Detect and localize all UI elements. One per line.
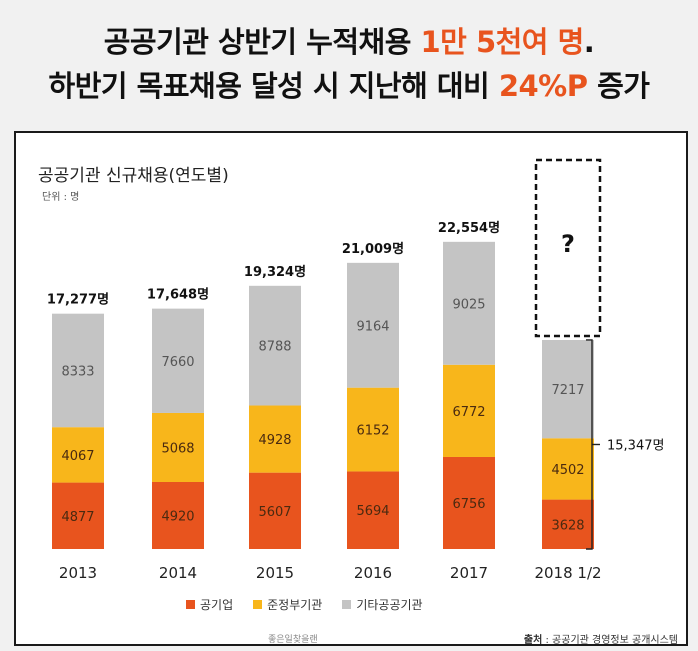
x-tick-label-1: 2014 [159,564,197,582]
x-tick-label-5: 2018 1/2 [534,564,601,582]
projected-target-box [534,158,602,338]
total-label-0: 17,277명 [47,292,109,308]
bar-quasi-government-5 [542,438,594,500]
bar-public-enterprise-3 [347,471,399,549]
legend-label-public-enterprise: 공기업 [200,598,234,612]
headline-line-1-text: 공공기관 상반기 누적채용 [103,25,421,59]
bar-other-public-3 [347,262,399,388]
headline-line-2-text: 하반기 목표채용 달성 시 지난해 대비 [48,69,499,103]
bar-public-enterprise-5 [542,499,594,549]
bar-quasi-government-4 [443,364,495,457]
headline-line-2-suffix: 증가 [587,69,650,103]
legend-item-quasi-government: 준정부기관 [253,596,322,613]
total-label-3: 21,009명 [342,241,404,257]
h1-total-label: 15,347명 [607,438,664,453]
x-tick-label-2: 2015 [256,564,294,582]
data-label-quasi-government-4: 6772 [452,405,485,420]
data-label-other-public-4: 9025 [452,297,485,312]
legend-swatch-quasi-government [253,600,263,609]
total-label-4: 22,554명 [438,220,500,236]
bar-other-public-4 [443,241,495,365]
legend-label-quasi-government: 준정부기관 [267,598,323,612]
bar-public-enterprise-4 [443,456,495,549]
data-label-other-public-5: 7217 [551,383,584,398]
bar-other-public-5 [542,339,594,439]
bar-public-enterprise-2 [249,472,301,549]
unit-label: 단위 : 명 [42,192,80,203]
legend-swatch-other-public [342,600,352,609]
data-label-public-enterprise-5: 3628 [551,518,584,533]
x-tick-label-3: 2016 [354,564,392,582]
data-label-public-enterprise-0: 4877 [61,510,94,525]
legend-item-public-enterprise: 공기업 [186,596,233,613]
data-label-public-enterprise-3: 5694 [356,504,389,519]
data-label-other-public-0: 8333 [61,364,94,379]
data-label-other-public-1: 7660 [161,355,194,370]
chart-title: 공공기관 신규채용(연도별) [38,166,229,186]
bar-quasi-government-3 [347,387,399,472]
x-tick-label-4: 2017 [450,564,488,582]
headline-line-1: 공공기관 상반기 누적채용 1만 5천여 명. [0,20,698,64]
x-tick-label-0: 2013 [59,564,97,582]
data-label-quasi-government-3: 6152 [356,424,389,439]
headline-line-1-accent: 1만 5천여 명 [420,25,584,59]
total-label-2: 19,324명 [244,264,306,280]
question-mark: ? [561,230,575,258]
bar-quasi-government-1 [152,412,204,482]
legend-swatch-public-enterprise [186,600,195,609]
bar-public-enterprise-0 [52,482,104,549]
source-text: : 공공기관 경영정보 공개시스템 [542,635,678,646]
headline: 공공기관 상반기 누적채용 1만 5천여 명. 하반기 목표채용 달성 시 지난… [0,20,698,108]
data-label-other-public-2: 8788 [258,340,291,355]
data-label-other-public-3: 9164 [356,319,389,334]
legend-label-other-public: 기타공공기관 [356,598,423,612]
total-label-1: 17,648명 [147,287,209,303]
bar-public-enterprise-1 [152,481,204,549]
source-label: 출처 [523,635,543,646]
watermark: 좋은일찾을랜 [268,635,318,645]
headline-line-2: 하반기 목표채용 달성 시 지난해 대비 24%P 증가 [0,64,698,108]
data-label-quasi-government-2: 4928 [258,433,291,448]
source-note: 출처 : 공공기관 경영정보 공개시스템 [524,631,678,646]
data-label-quasi-government-0: 4067 [61,449,94,464]
headline-line-2-accent: 24%P [498,69,588,103]
data-label-quasi-government-5: 4502 [551,463,584,478]
data-label-public-enterprise-2: 5607 [258,505,291,520]
data-label-quasi-government-1: 5068 [161,441,194,456]
legend: 공기업 준정부기관 기타공공기관 [186,596,423,613]
data-label-public-enterprise-4: 6756 [452,497,485,512]
bar-other-public-2 [249,285,301,406]
bar-quasi-government-2 [249,405,301,473]
legend-item-other-public: 기타공공기관 [342,596,423,613]
data-label-public-enterprise-1: 4920 [161,509,194,524]
bar-other-public-1 [152,308,204,413]
bar-quasi-government-0 [52,427,104,483]
bar-other-public-0 [52,313,104,428]
headline-line-1-suffix: . [583,25,595,59]
